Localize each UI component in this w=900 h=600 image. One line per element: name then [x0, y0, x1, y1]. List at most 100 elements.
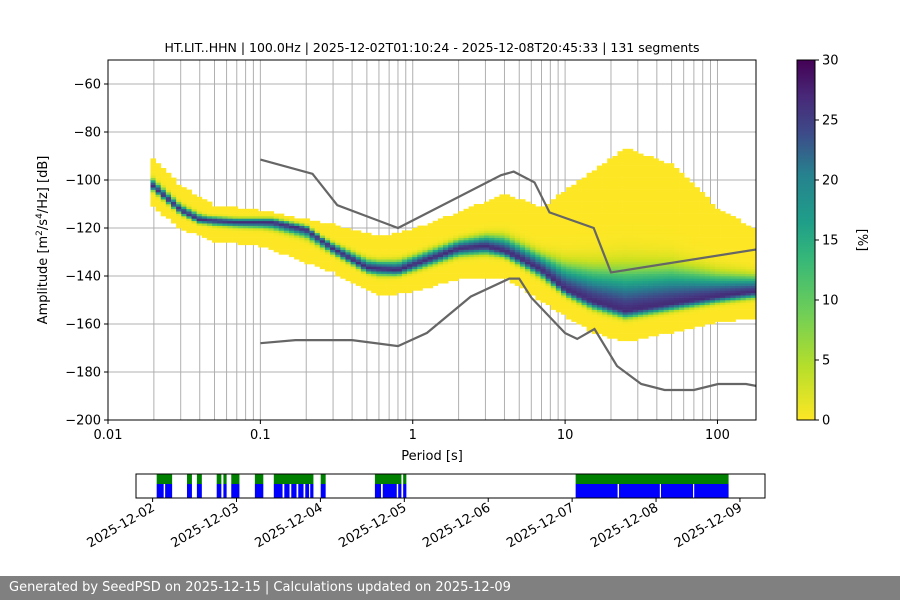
density-cell	[730, 273, 736, 277]
density-cell	[612, 189, 618, 193]
density-cell	[684, 266, 690, 270]
density-cell	[499, 225, 505, 229]
density-cell	[371, 278, 377, 282]
density-cell	[540, 271, 547, 274]
density-cell	[632, 333, 639, 337]
density-cell	[627, 304, 634, 308]
density-cell	[622, 220, 629, 224]
density-cell	[412, 230, 418, 234]
density-cell	[735, 309, 742, 313]
density-cell	[694, 266, 700, 270]
density-cell	[602, 199, 608, 202]
density-cell	[319, 237, 326, 241]
density-cell	[432, 256, 439, 260]
density-cell	[607, 208, 613, 212]
density-cell	[165, 184, 172, 188]
density-cell	[273, 218, 280, 222]
density-cell	[232, 218, 239, 222]
density-cell	[407, 259, 413, 262]
density-cell	[735, 218, 742, 222]
density-cell	[689, 216, 695, 219]
density-cell	[350, 266, 357, 270]
density-cell	[519, 256, 526, 260]
density-cell	[750, 316, 756, 320]
density-cell	[499, 218, 505, 222]
density-cell	[324, 244, 331, 248]
density-cell	[586, 288, 593, 291]
density-cell	[730, 242, 736, 246]
density-cell	[714, 276, 721, 279]
density-cell	[350, 256, 357, 260]
density-cell	[617, 235, 623, 238]
density-cell	[360, 242, 367, 246]
density-cell	[319, 235, 326, 238]
density-cell	[591, 283, 598, 286]
density-cell	[504, 247, 511, 250]
density-cell	[720, 232, 726, 236]
density-cell	[258, 225, 264, 229]
density-cell	[725, 230, 731, 234]
density-cell	[622, 230, 629, 234]
density-cell	[458, 252, 464, 255]
density-cell	[632, 295, 639, 298]
density-cell	[750, 259, 756, 262]
density-cell	[612, 292, 618, 296]
density-cell	[330, 266, 336, 270]
density-cell	[720, 230, 726, 234]
density-cell	[386, 273, 393, 277]
density-cell	[150, 189, 157, 193]
density-cell	[509, 220, 516, 224]
density-cell	[673, 312, 680, 315]
density-cell	[330, 242, 336, 246]
density-cell	[519, 254, 526, 258]
density-cell	[730, 285, 736, 289]
density-cell	[365, 249, 372, 253]
density-cell	[330, 268, 336, 272]
density-cell	[617, 189, 623, 193]
density-cell	[453, 235, 459, 238]
density-cell	[278, 230, 285, 234]
density-cell	[714, 261, 721, 265]
density-cell	[663, 213, 670, 217]
density-cell	[268, 240, 275, 243]
density-cell	[607, 235, 613, 238]
density-cell	[525, 235, 531, 238]
density-cell	[612, 268, 618, 272]
density-cell	[714, 225, 721, 229]
density-cell	[391, 285, 398, 289]
density-cell	[442, 230, 449, 234]
density-cell	[560, 283, 567, 286]
density-cell	[689, 278, 695, 282]
density-cell	[494, 235, 500, 238]
density-cell	[684, 268, 690, 272]
density-cell	[571, 268, 577, 272]
density-cell	[745, 278, 752, 282]
density-cell	[545, 268, 552, 272]
density-cell	[576, 285, 582, 289]
density-cell	[643, 230, 649, 234]
density-cell	[622, 333, 629, 337]
density-cell	[576, 242, 582, 246]
density-cell	[391, 235, 398, 238]
density-cell	[350, 259, 357, 262]
density-cell	[627, 302, 634, 306]
density-cell	[591, 211, 598, 214]
density-cell	[555, 273, 562, 277]
density-cell	[222, 211, 228, 214]
density-cell	[509, 232, 516, 236]
density-cell	[704, 223, 711, 226]
density-cell	[725, 302, 731, 306]
density-cell	[668, 297, 675, 301]
density-cell	[263, 216, 269, 219]
density-cell	[365, 261, 372, 265]
density-cell	[566, 259, 572, 262]
density-cell	[658, 201, 665, 205]
density-cell	[309, 261, 316, 265]
density-cell	[653, 326, 659, 330]
density-cell	[725, 307, 731, 310]
density-cell	[535, 225, 541, 229]
density-cell	[653, 328, 659, 332]
density-cell	[637, 304, 644, 308]
density-cell	[694, 280, 700, 284]
density-cell	[658, 328, 665, 332]
